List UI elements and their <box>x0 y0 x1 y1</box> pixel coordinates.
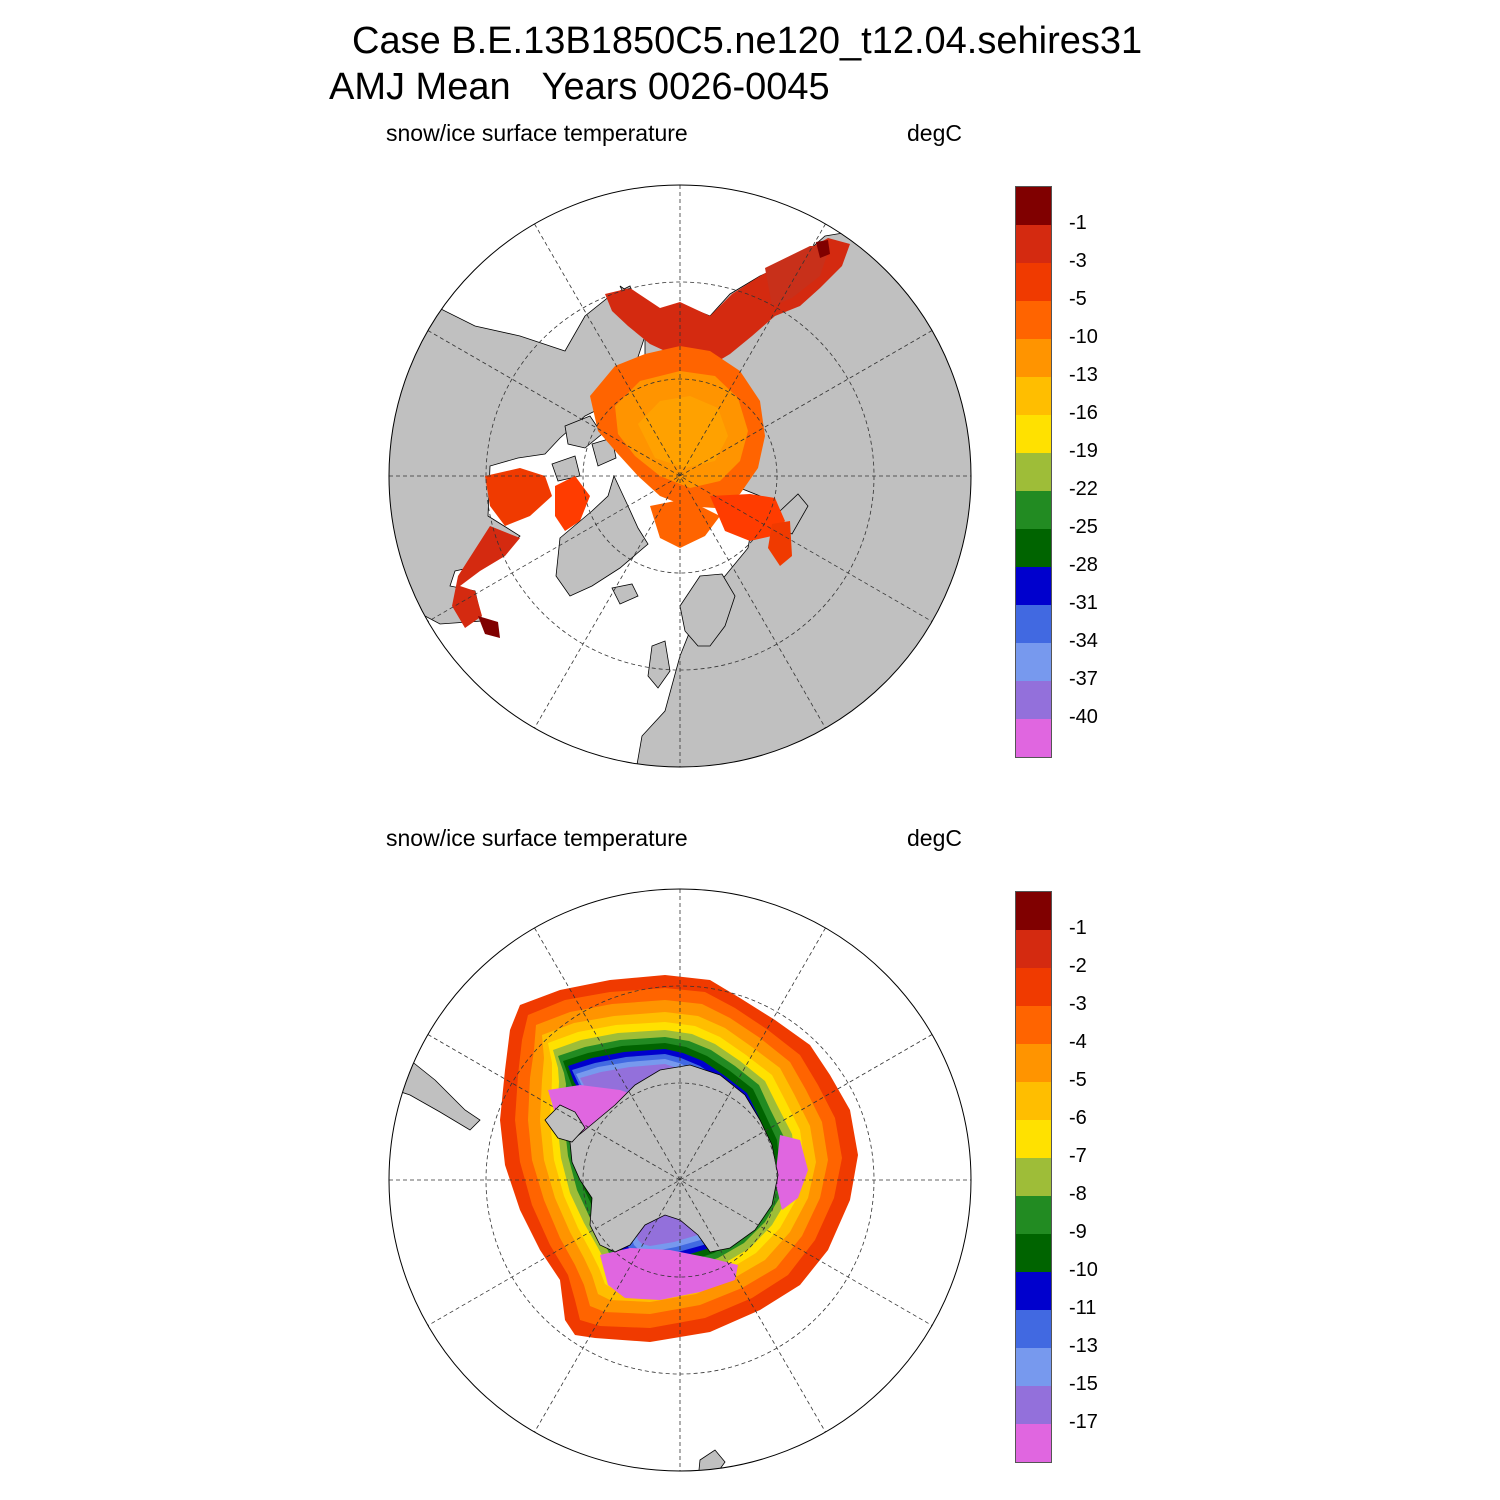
north-colorbar-tick-label: -10 <box>1069 326 1098 348</box>
south-colorbar-swatch <box>1016 930 1051 968</box>
south-colorbar-tick-label: -5 <box>1069 1069 1087 1091</box>
south-colorbar-swatch <box>1016 1158 1051 1196</box>
south-colorbar-swatch <box>1016 1310 1051 1348</box>
south-antarctica-land <box>544 1064 779 1253</box>
south-variable-label: snow/ice surface temperature <box>386 825 688 851</box>
north-colorbar-tick-label: -5 <box>1069 288 1087 310</box>
south-colorbar: -1 -2 -3 -4 -5 -6 -7 -8 -9 -10 -11 -13 -15 -17 <box>1015 891 1098 1463</box>
figure-title-season: AMJ Mean Years 0026-0045 <box>329 66 830 108</box>
south-colorbar-tick-label: -1 <box>1069 917 1087 939</box>
north-map-border <box>388 184 972 768</box>
north-colorbar-tick-label: -31 <box>1069 592 1098 614</box>
south-polar-map <box>388 888 972 1472</box>
north-colorbar-tick-label: -40 <box>1069 706 1098 728</box>
south-colorbar-tick-label: -13 <box>1069 1335 1098 1357</box>
north-variable-label: snow/ice surface temperature <box>386 120 688 146</box>
south-colorbar-tick-label: -2 <box>1069 955 1087 977</box>
south-colorbar-tick-label: -8 <box>1069 1183 1087 1205</box>
south-colorbar-swatch <box>1016 968 1051 1006</box>
north-colorbar-swatch <box>1016 415 1051 453</box>
south-colorbar-tick-label: -17 <box>1069 1411 1098 1433</box>
north-polar-map <box>388 184 972 768</box>
south-units-label: degC <box>907 825 962 851</box>
north-colorbar-swatch <box>1016 263 1051 301</box>
north-colorbar-swatch <box>1016 681 1051 719</box>
south-colorbar-swatch <box>1016 892 1051 930</box>
north-sea-ice-field <box>452 238 850 638</box>
north-colorbar-tick-label: -19 <box>1069 440 1098 462</box>
north-units-label: degC <box>907 120 962 146</box>
south-colorbar-swatch <box>1016 1348 1051 1386</box>
north-colorbar-swatch <box>1016 529 1051 567</box>
south-colorbar-tick-label: -15 <box>1069 1373 1098 1395</box>
north-colorbar-tick-label: -13 <box>1069 364 1098 386</box>
south-colorbar-swatch <box>1016 1082 1051 1120</box>
south-colorbar-swatch <box>1016 1386 1051 1424</box>
south-colorbar-tick-label: -6 <box>1069 1107 1087 1129</box>
north-colorbar-swatch <box>1016 187 1051 225</box>
north-colorbar: -1 -3 -5 -10 -13 -16 -19 -22 -25 -28 -31 -34 -37 -40 <box>1015 186 1098 758</box>
north-colorbar-tick-label: -22 <box>1069 478 1098 500</box>
north-colorbar-frame <box>1015 186 1052 758</box>
south-colorbar-swatch <box>1016 1234 1051 1272</box>
north-colorbar-swatch <box>1016 719 1051 757</box>
south-colorbar-swatch <box>1016 1044 1051 1082</box>
south-colorbar-tick-label: -11 <box>1069 1297 1097 1319</box>
north-graticule <box>389 185 971 767</box>
north-colorbar-tick-label: -3 <box>1069 250 1087 272</box>
north-colorbar-swatch <box>1016 225 1051 263</box>
south-colorbar-swatch <box>1016 1272 1051 1310</box>
north-colorbar-swatch <box>1016 453 1051 491</box>
north-colorbar-swatch <box>1016 491 1051 529</box>
north-colorbar-tick-label: -25 <box>1069 516 1098 538</box>
south-colorbar-tick-label: -9 <box>1069 1221 1087 1243</box>
south-colorbar-tick-label: -7 <box>1069 1145 1087 1167</box>
south-colorbar-tick-label: -10 <box>1069 1259 1098 1281</box>
south-colorbar-tick-label: -4 <box>1069 1031 1087 1053</box>
north-colorbar-tick-label: -16 <box>1069 402 1098 424</box>
south-graticule <box>389 889 971 1471</box>
north-colorbar-swatch <box>1016 377 1051 415</box>
south-colorbar-swatch <box>1016 1424 1051 1462</box>
north-colorbar-tick-label: -37 <box>1069 668 1098 690</box>
north-colorbar-tick-label: -34 <box>1069 630 1098 652</box>
south-colorbar-swatch <box>1016 1006 1051 1044</box>
north-colorbar-swatch <box>1016 605 1051 643</box>
north-colorbar-swatch <box>1016 567 1051 605</box>
north-colorbar-swatch <box>1016 301 1051 339</box>
south-map-border <box>388 888 972 1472</box>
south-colorbar-tick-label: -3 <box>1069 993 1087 1015</box>
north-colorbar-tick-label: -28 <box>1069 554 1098 576</box>
south-colorbar-swatch <box>1016 1196 1051 1234</box>
north-colorbar-tick-label: -1 <box>1069 212 1087 234</box>
south-colorbar-swatch <box>1016 1120 1051 1158</box>
figure-title-case: Case B.E.13B1850C5.ne120_t12.04.sehires3… <box>352 20 1143 62</box>
north-colorbar-swatch <box>1016 339 1051 377</box>
north-colorbar-swatch <box>1016 643 1051 681</box>
south-colorbar-frame <box>1015 891 1052 1463</box>
